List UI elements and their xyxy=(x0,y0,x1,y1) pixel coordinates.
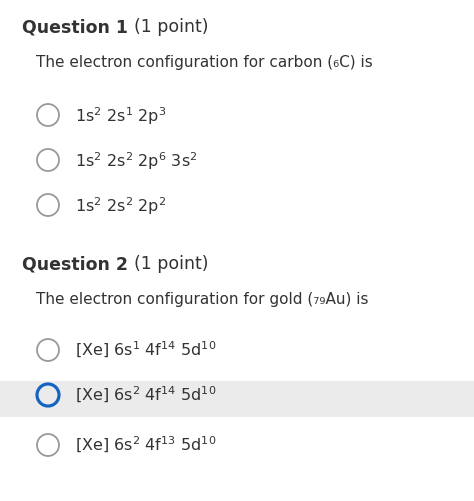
Text: The electron configuration for gold (₇₉Au) is: The electron configuration for gold (₇₉A… xyxy=(36,292,368,307)
Text: 1s$^2$ 2s$^1$ 2p$^3$: 1s$^2$ 2s$^1$ 2p$^3$ xyxy=(75,105,166,127)
Text: [Xe] 6s$^1$ 4f$^{14}$ 5d$^{10}$: [Xe] 6s$^1$ 4f$^{14}$ 5d$^{10}$ xyxy=(75,340,217,360)
Text: 1s$^2$ 2s$^2$ 2p$^6$ 3s$^2$: 1s$^2$ 2s$^2$ 2p$^6$ 3s$^2$ xyxy=(75,150,198,172)
Text: Question 1: Question 1 xyxy=(22,18,134,36)
Text: The electron configuration for carbon (₆C) is: The electron configuration for carbon (₆… xyxy=(36,55,373,70)
Text: (1 point): (1 point) xyxy=(134,255,209,273)
Text: 1s$^2$ 2s$^2$ 2p$^2$: 1s$^2$ 2s$^2$ 2p$^2$ xyxy=(75,195,166,217)
Text: (1 point): (1 point) xyxy=(134,18,209,36)
FancyBboxPatch shape xyxy=(0,381,474,417)
Text: Question 2: Question 2 xyxy=(22,255,134,273)
Text: [Xe] 6s$^2$ 4f$^{13}$ 5d$^{10}$: [Xe] 6s$^2$ 4f$^{13}$ 5d$^{10}$ xyxy=(75,435,217,455)
Text: [Xe] 6s$^2$ 4f$^{14}$ 5d$^{10}$: [Xe] 6s$^2$ 4f$^{14}$ 5d$^{10}$ xyxy=(75,385,217,405)
